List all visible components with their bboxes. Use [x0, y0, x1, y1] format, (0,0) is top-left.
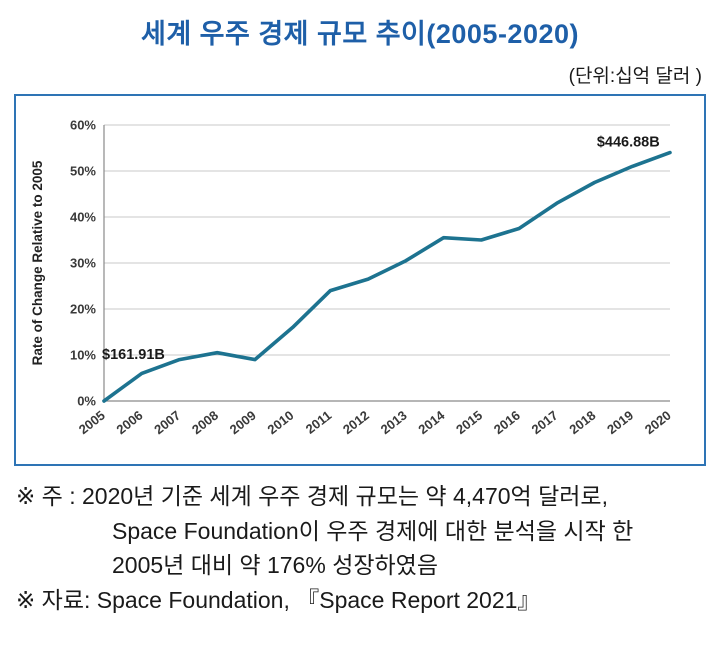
page-title: 세계 우주 경제 규모 추이(2005-2020)	[140, 19, 579, 49]
svg-text:60%: 60%	[70, 118, 96, 133]
svg-text:0%: 0%	[77, 394, 96, 409]
svg-text:2008: 2008	[189, 408, 221, 438]
svg-text:2019: 2019	[604, 408, 636, 438]
svg-text:2011: 2011	[303, 408, 334, 437]
svg-text:2013: 2013	[378, 408, 410, 438]
svg-text:2018: 2018	[566, 408, 598, 438]
svg-text:40%: 40%	[70, 210, 96, 225]
note-text-1: 2020년 기준 세계 우주 경제 규모는 약 4,470억 달러로,	[82, 483, 608, 509]
notes-section: ※ 주 : 2020년 기준 세계 우주 경제 규모는 약 4,470억 달러로…	[16, 479, 710, 617]
svg-text:2006: 2006	[114, 408, 146, 438]
svg-text:2015: 2015	[453, 408, 485, 438]
source-line: ※ 자료: Space Foundation, 『Space Report 20…	[16, 586, 541, 613]
svg-text:2009: 2009	[227, 408, 259, 438]
svg-text:$446.88B: $446.88B	[597, 134, 660, 150]
svg-text:50%: 50%	[70, 164, 96, 179]
svg-text:2020: 2020	[642, 408, 674, 438]
chart-container: 0% 10% 20% 30% 40% 50% 60% 2005 2006 2007 2008 2009…	[14, 94, 706, 466]
svg-text:2014: 2014	[415, 407, 448, 437]
svg-text:Rate of Change Relative to 200: Rate of Change Relative to 2005	[30, 160, 45, 365]
note-marker: ※ 주 :	[16, 483, 82, 509]
note-line-1: ※ 주 : 2020년 기준 세계 우주 경제 규모는 약 4,470억 달러로…	[16, 479, 710, 514]
note-line-3: 2005년 대비 약 176% 성장하였음	[112, 552, 438, 578]
svg-text:2010: 2010	[264, 408, 296, 438]
svg-text:2012: 2012	[340, 408, 372, 438]
svg-text:2005: 2005	[76, 408, 108, 438]
note-line-2: Space Foundation이 우주 경제에 대한 분석을 시작 한	[112, 517, 634, 544]
svg-text:$161.91B: $161.91B	[102, 347, 165, 363]
svg-text:2016: 2016	[491, 408, 523, 438]
unit-label: (단위:십억 달러 )	[568, 66, 702, 87]
svg-text:2007: 2007	[151, 408, 183, 438]
line-chart: 0% 10% 20% 30% 40% 50% 60% 2005 2006 2007 2008 2009…	[30, 118, 674, 438]
svg-text:20%: 20%	[70, 302, 96, 317]
svg-text:2017: 2017	[529, 408, 561, 438]
svg-text:10%: 10%	[70, 348, 96, 363]
svg-text:30%: 30%	[70, 256, 96, 271]
